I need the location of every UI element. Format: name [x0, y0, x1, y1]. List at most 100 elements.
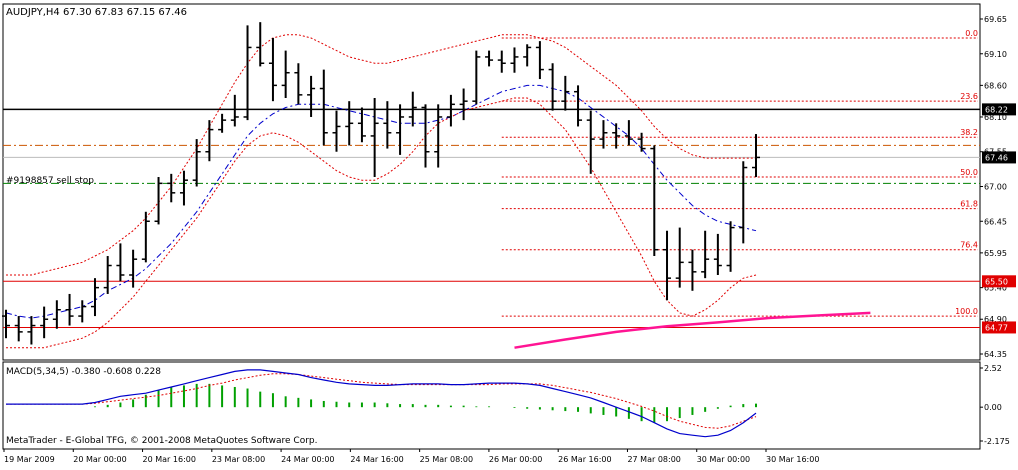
y-tick-label: 64.35: [984, 350, 1007, 359]
x-tick-label: 27 Mar 08:00: [627, 455, 680, 464]
ohlc-bar: [701, 230, 710, 279]
ohlc-bar: [116, 243, 125, 282]
ohlc-bar: [345, 101, 354, 146]
fib-label-100.0: 100.0: [955, 307, 978, 316]
long-ma-line: [514, 311, 871, 349]
ohlc-bar: [688, 249, 697, 291]
y-tick-label: 65.95: [984, 249, 1007, 258]
ohlc-bar: [307, 75, 316, 117]
ohlc-bar: [472, 50, 481, 105]
ohlc-bar: [637, 132, 646, 152]
x-tick-label: 20 Mar 16:00: [143, 455, 196, 464]
ohlc-bar: [52, 300, 61, 329]
y-tick-label: 68.60: [984, 81, 1007, 90]
macd-y-tick-label: -2.175: [984, 437, 1010, 446]
envelope-lower-line: [6, 97, 757, 349]
ohlc-bar: [675, 227, 684, 288]
ohlc-bar: [14, 316, 23, 342]
ohlc-bar: [396, 104, 405, 155]
y-tick-label: 67.00: [984, 183, 1007, 192]
ohlc-bar: [548, 63, 557, 111]
x-tick-label: 30 Mar 16:00: [766, 455, 819, 464]
ohlc-bar: [370, 98, 379, 178]
x-tick-label: 26 Mar 00:00: [489, 455, 542, 464]
x-tick-label: 23 Mar 08:00: [212, 455, 265, 464]
x-tick-label: 30 Mar 00:00: [697, 455, 750, 464]
ohlc-bar: [192, 139, 201, 187]
ohlc-bar: [421, 104, 430, 168]
ohlc-bar: [205, 120, 214, 162]
ohlc-bar: [739, 161, 748, 244]
y-tick-label: 66.45: [984, 217, 1007, 226]
fib-label-61.8: 61.8: [960, 200, 978, 209]
price-box-68.22: [982, 103, 1016, 116]
ohlc-bar: [256, 22, 265, 67]
ohlc-bar: [663, 230, 672, 301]
x-tick-label: 20 Mar 00:00: [73, 455, 126, 464]
price-box-label: 64.77: [985, 323, 1008, 332]
fib-label-50.0: 50.0: [960, 168, 978, 177]
ohlc-bar: [65, 293, 74, 326]
price-box-64.77: [982, 321, 1016, 334]
y-tick-label: 69.10: [984, 50, 1007, 59]
x-tick-label: 24 Mar 16:00: [350, 455, 403, 464]
macd-y-tick-label: 2.52: [984, 364, 1002, 373]
macd-main-line: [6, 369, 757, 438]
y-tick-label: 64.90: [984, 315, 1007, 324]
y-tick-label: 69.65: [984, 15, 1007, 24]
ohlc-bar: [599, 120, 608, 149]
ohlc-bar: [332, 110, 341, 152]
ohlc-bar: [434, 104, 443, 168]
y-tick-label: 65.40: [984, 284, 1007, 293]
x-tick-label: 25 Mar 08:00: [420, 455, 473, 464]
ohlc-bar: [2, 309, 10, 339]
ohlc-bar: [713, 233, 722, 275]
ohlc-bar: [752, 134, 760, 178]
fib-label-76.4: 76.4: [960, 241, 978, 250]
ohlc-bar: [268, 37, 277, 102]
ohlc-bar: [103, 256, 112, 294]
price-box-67.46: [982, 151, 1016, 164]
x-tick-label: 24 Mar 00:00: [281, 455, 334, 464]
ohlc-bar: [510, 47, 519, 73]
fib-label-23.6: 23.6: [960, 92, 978, 101]
ohlc-bar: [624, 120, 633, 146]
ohlc-bar: [129, 249, 138, 288]
ohlc-bar: [612, 123, 621, 149]
ohlc-bar: [485, 50, 494, 67]
ohlc-bar: [141, 211, 150, 263]
ohlc-bar: [90, 278, 99, 317]
ohlc-bar: [319, 69, 328, 146]
ohlc-bar: [154, 177, 163, 225]
ohlc-bar: [230, 94, 239, 127]
price-box-65.50: [982, 275, 1016, 288]
ohlc-bar: [167, 173, 176, 203]
ohlc-bar: [574, 85, 583, 127]
ohlc-bar: [523, 44, 532, 67]
macd-y-tick-label: 0.00: [984, 403, 1002, 412]
ohlc-bar: [78, 300, 87, 323]
order-label: #9198857 sell stop: [6, 176, 94, 186]
ohlc-bar: [561, 75, 570, 111]
ohlc-bar: [281, 50, 290, 99]
main-pane-frame: [2, 3, 981, 361]
macd-signal-line: [6, 373, 757, 429]
ohlc-bar: [179, 170, 188, 206]
fib-label-0.0: 0.0: [965, 29, 978, 38]
copyright-text: MetaTrader - E-Global TFG, © 2001-2008 M…: [6, 436, 318, 446]
ohlc-bar: [294, 63, 303, 105]
ohlc-bar: [497, 50, 506, 73]
ohlc-bar: [27, 316, 36, 345]
x-tick-label: 19 Mar 2009: [4, 455, 55, 464]
ohlc-bar: [459, 88, 468, 121]
ohlc-bar: [650, 145, 659, 257]
ohlc-bar: [40, 306, 49, 339]
price-box-label: 67.46: [985, 153, 1008, 162]
ohlc-bar: [357, 107, 366, 143]
ohlc-bar: [586, 110, 595, 174]
x-tick-label: 26 Mar 16:00: [558, 455, 611, 464]
ohlc-bar: [408, 91, 417, 127]
ohlc-bar: [383, 101, 392, 149]
